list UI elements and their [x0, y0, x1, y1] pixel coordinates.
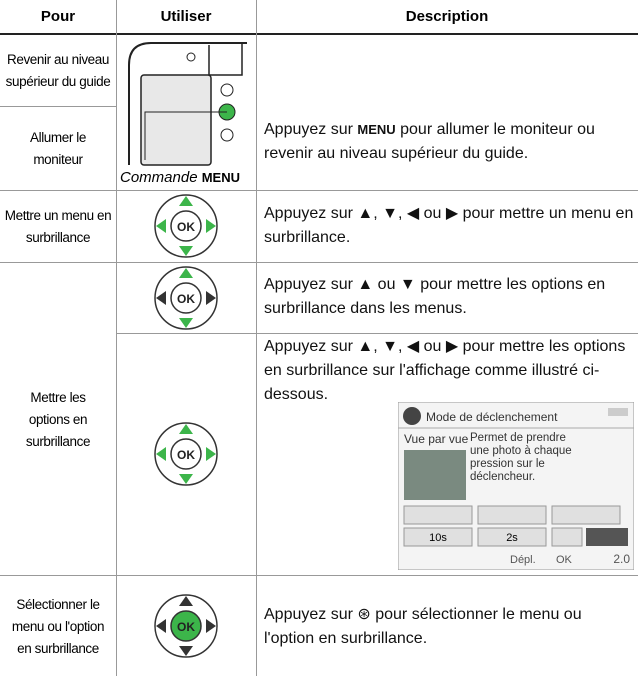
selector-arrow: [179, 646, 193, 656]
selector-label: OK: [177, 220, 195, 234]
cell-pour: Revenir au niveau supérieur du guide: [5, 52, 111, 89]
screen-label: 10s: [429, 532, 447, 544]
selector-arrow: [179, 596, 193, 606]
divider: [256, 0, 257, 676]
multi-selector: OK: [154, 194, 218, 258]
caption-text: Commande: [120, 169, 198, 186]
description: Appuyez sur ▲ ou ▼ pour mettre les optio…: [264, 276, 606, 317]
description: Appuyez sur ▲, ▼, ◀ ou ▶ pour mettre les…: [264, 338, 626, 403]
multi-selector: OK: [154, 422, 218, 486]
selector-label: OK: [177, 292, 195, 306]
selector-arrow: [156, 291, 166, 305]
caption-key: MENU: [202, 170, 240, 185]
cell-pour: Mettre les options en surbrillance: [25, 389, 91, 449]
divider: [116, 0, 117, 676]
selector-arrow: [206, 447, 216, 461]
selector-arrow: [206, 291, 216, 305]
screen-label: Dépl.: [510, 554, 536, 566]
selector-arrow: [156, 619, 166, 633]
screen-item: Vue par vue: [404, 432, 469, 446]
divider: [0, 575, 638, 576]
selector-arrow: [179, 424, 193, 434]
screen-help: Permet de prendre une photo à chaque pre…: [470, 432, 572, 483]
camera-illustration: Commande MENU: [120, 42, 247, 186]
selector-arrow: [179, 246, 193, 256]
multi-selector: OK: [154, 266, 218, 330]
selector-arrow: [156, 447, 166, 461]
header-utiliser: Utiliser: [160, 8, 212, 25]
description: Appuyez sur ▲, ▼, ◀ ou ▶ pour mettre un …: [264, 205, 634, 246]
header-description: Description: [405, 8, 489, 25]
screen-label: OK: [556, 554, 573, 566]
header-pour: Pour: [40, 8, 76, 25]
selector-arrow: [156, 219, 166, 233]
screen-illustration: Mode de déclenchement Vue par vue Permet…: [398, 402, 634, 570]
screen-title: Mode de déclenchement: [426, 410, 558, 424]
selector-label: OK: [177, 620, 195, 634]
description: Appuyez sur MENU pour allumer le moniteu…: [264, 118, 636, 166]
divider: [0, 106, 116, 107]
divider: [0, 262, 638, 263]
description: Appuyez sur ⊛ pour sélectionner le menu …: [264, 606, 582, 647]
cell-pour: Mettre un menu en surbrillance: [4, 208, 112, 245]
selector-button: [170, 210, 202, 242]
header-rule: [0, 33, 638, 35]
selector-arrow: [179, 318, 193, 328]
selector-button: [170, 282, 202, 314]
screen-label: 2.0: [613, 552, 630, 566]
caption: Commande MENU: [120, 169, 240, 186]
selector-arrow: [206, 219, 216, 233]
divider: [0, 190, 638, 191]
selector-label: OK: [177, 448, 195, 462]
key: MENU: [357, 122, 396, 137]
multi-selector: OK: [154, 594, 218, 658]
selector-arrow: [206, 619, 216, 633]
divider: [116, 333, 638, 334]
cell-pour: Sélectionner le menu ou l'option en surb…: [11, 596, 105, 656]
selector-arrow: [179, 196, 193, 206]
cell-pour: Allumer le moniteur: [29, 130, 87, 167]
text: Appuyez sur: [264, 121, 358, 138]
selector-button: [170, 438, 202, 470]
selector-arrow: [179, 268, 193, 278]
selector-arrow: [179, 474, 193, 484]
screen-label: 2s: [506, 532, 518, 544]
selector-button: [170, 610, 202, 642]
text: pour allumer le moniteur ou revenir au n…: [264, 121, 595, 162]
